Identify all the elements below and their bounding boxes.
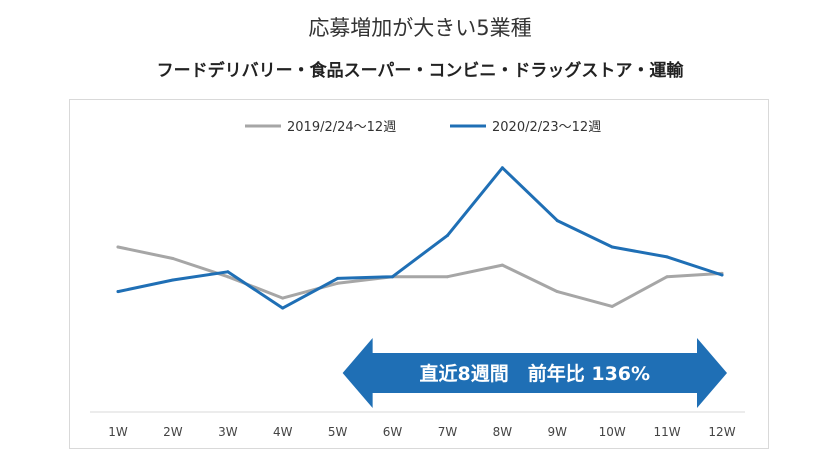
x-tick-label: 4W	[273, 425, 293, 439]
data-point	[555, 219, 559, 223]
x-tick-label: 9W	[548, 425, 568, 439]
data-point	[720, 273, 724, 277]
data-point	[610, 245, 614, 249]
data-point	[555, 290, 559, 294]
data-point	[281, 296, 285, 300]
annotation-text: 直近8週間 前年比 136%	[420, 362, 651, 385]
x-tick-label: 10W	[599, 425, 626, 439]
data-point	[281, 306, 285, 310]
data-point	[171, 278, 175, 282]
legend: 2019/2/24〜12週 2020/2/23〜12週	[245, 120, 601, 135]
data-point	[665, 275, 669, 279]
legend-label-2: 2020/2/23〜12週	[492, 120, 601, 135]
data-point	[445, 275, 449, 279]
x-tick-label: 2W	[163, 425, 183, 439]
x-tick-label: 3W	[218, 425, 238, 439]
data-point	[665, 255, 669, 259]
data-point	[445, 233, 449, 237]
x-tick-label: 8W	[493, 425, 513, 439]
series-line-2	[116, 166, 724, 310]
x-tick-label: 12W	[708, 425, 735, 439]
data-point	[500, 166, 504, 170]
series-lines	[116, 166, 724, 310]
x-tick-labels: 1W 2W 3W 4W 5W 6W 7W 8W 9W 10W 11W 12W	[108, 425, 735, 439]
double-arrow-shape	[342, 338, 727, 408]
chart-subtitle: フードデリバリー・食品スーパー・コンビニ・ドラッグストア・運輸	[156, 61, 684, 81]
x-tick-label: 6W	[383, 425, 403, 439]
chart-title: 応募増加が大きい5業種	[308, 16, 532, 40]
data-point	[171, 257, 175, 261]
x-tick-label: 1W	[108, 425, 128, 439]
data-point	[226, 270, 230, 274]
data-point	[116, 245, 120, 249]
x-tick-label: 11W	[654, 425, 681, 439]
x-tick-label: 7W	[438, 425, 458, 439]
x-tick-label: 5W	[328, 425, 348, 439]
data-point	[226, 275, 230, 279]
data-point	[336, 281, 340, 285]
data-point	[116, 290, 120, 294]
legend-label-1: 2019/2/24〜12週	[287, 120, 396, 135]
data-point	[391, 275, 395, 279]
annotation-banner: 直近8週間 前年比 136%	[342, 338, 727, 408]
data-point	[500, 263, 504, 267]
data-point	[610, 304, 614, 308]
data-point	[336, 276, 340, 280]
chart-frame	[69, 99, 769, 449]
